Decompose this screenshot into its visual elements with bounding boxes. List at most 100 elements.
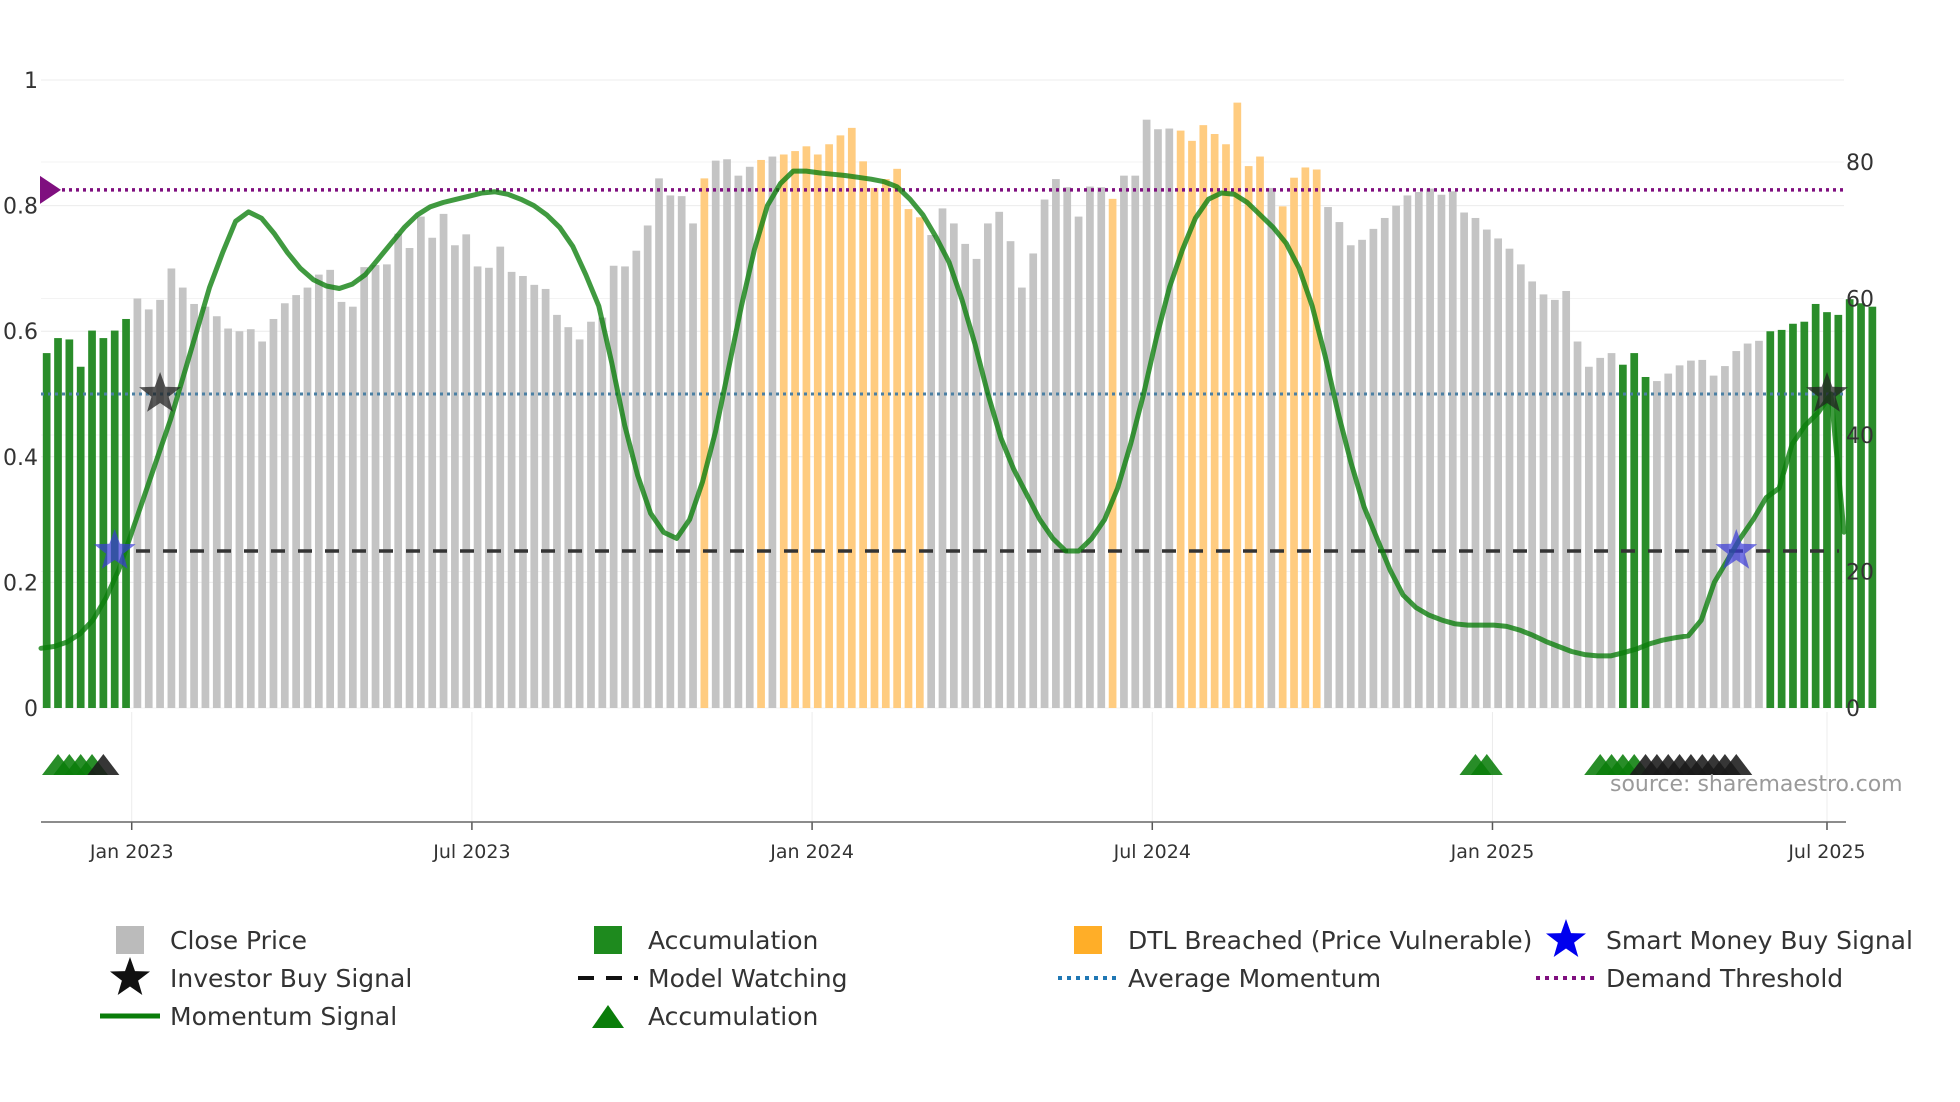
price-bar: [1811, 303, 1820, 708]
y-right-tick-label: 40: [1846, 424, 1874, 449]
price-bar: [961, 243, 970, 708]
price-bar: [1834, 314, 1843, 708]
price-bar: [643, 225, 652, 708]
price-bar: [178, 287, 187, 708]
price-bar: [519, 275, 527, 708]
price-bar: [1131, 175, 1140, 708]
price-bar: [1188, 140, 1196, 708]
price-bar: [1029, 253, 1038, 708]
price-bar: [927, 235, 936, 708]
accumulation-strip: [42, 754, 1753, 775]
x-tick-label: Jan 2023: [89, 841, 174, 863]
reference-lines: [40, 175, 1844, 553]
price-bar: [1709, 375, 1718, 708]
price-bar: [1550, 299, 1559, 708]
price-bar: [360, 267, 369, 708]
price-bar: [314, 274, 323, 708]
price-bar: [1380, 217, 1389, 708]
smart-money-buy-signal-star: [93, 529, 136, 569]
price-bar: [1369, 228, 1378, 708]
price-bar: [666, 195, 675, 708]
smart-money-buy-signal-star: [1715, 529, 1758, 569]
price-bar: [995, 211, 1004, 708]
price-bar: [1721, 366, 1729, 708]
price-bar: [1312, 169, 1321, 708]
price-bar: [1687, 360, 1695, 708]
y-left-tick-label: 0: [24, 697, 38, 722]
price-bar: [575, 339, 584, 708]
x-tick-label: Jan 2025: [1450, 841, 1535, 863]
price-bar: [745, 166, 754, 709]
price-bar: [1789, 323, 1797, 708]
price-bar: [768, 156, 777, 709]
price-bar: [1698, 359, 1707, 708]
price-bar: [99, 338, 108, 708]
price-bar: [870, 187, 879, 708]
price-bar: [904, 209, 913, 708]
price-bar: [1165, 128, 1174, 708]
price-bar: [1755, 340, 1763, 708]
price-bar: [723, 159, 731, 708]
y-right-tick-label: 20: [1846, 561, 1874, 586]
price-bar: [1346, 245, 1355, 708]
price-bar: [371, 265, 380, 708]
price-bar: [303, 287, 312, 708]
price-bar: [1301, 167, 1310, 708]
price-bar: [122, 318, 130, 708]
price-bar: [1097, 187, 1106, 708]
price-bar: [133, 298, 142, 708]
price-bar: [1392, 205, 1400, 708]
price-bar: [1653, 381, 1661, 708]
price-bar: [54, 338, 62, 708]
price-bar: [836, 135, 845, 708]
y-left-tick-label: 0.2: [3, 571, 38, 596]
price-bar: [1630, 353, 1639, 708]
price-bar: [1641, 376, 1650, 708]
signal-markers: [93, 372, 1848, 569]
price-bar: [621, 266, 629, 708]
price-bar: [88, 330, 96, 708]
price-bar: [1006, 241, 1015, 709]
legend-square: [1074, 926, 1102, 954]
investor-buy-signal-star: [139, 372, 181, 412]
legend: Close Price Accumulation DTL Breached (Pri…: [100, 919, 1913, 1031]
x-tick-label: Jul 2025: [1787, 841, 1865, 863]
accumulation-triangle: [87, 754, 120, 775]
legend-label: Accumulation: [648, 926, 818, 955]
price-bar: [553, 314, 561, 708]
y-left-tick-label: 0.6: [3, 320, 38, 345]
price-bar: [212, 316, 221, 708]
price-bar: [394, 233, 403, 708]
price-bar: [1233, 102, 1242, 708]
x-tick-label: Jul 2023: [432, 841, 510, 863]
price-bar: [1358, 239, 1366, 708]
axes: Jan 2023 Jul 2023 Jan 2024 Jul 2024 Jan 2025…: [3, 69, 1874, 863]
price-bar: [938, 208, 947, 708]
price-bar: [1596, 357, 1605, 708]
price-bar: [847, 127, 856, 708]
price-bar: [1766, 331, 1775, 708]
legend-square: [116, 926, 144, 954]
price-bar: [1460, 212, 1468, 708]
price-bar: [655, 178, 663, 708]
price-bar: [258, 341, 266, 708]
y-right-tick-label: 60: [1846, 288, 1874, 313]
price-bar: [757, 159, 765, 708]
price-bar: [201, 306, 210, 708]
price-bar: [1210, 134, 1219, 708]
price-bar: [348, 306, 357, 708]
price-bar: [167, 268, 176, 708]
price-bar: [190, 303, 198, 708]
price-bar: [1086, 186, 1094, 708]
price-bar: [156, 299, 164, 708]
price-bar: [1482, 229, 1491, 708]
price-bar: [1244, 166, 1253, 709]
legend-label: Close Price: [170, 926, 307, 955]
price-bar: [507, 271, 516, 708]
price-bar: [564, 327, 573, 708]
momentum-signal-layer: [38, 168, 1847, 659]
price-bar: [1120, 175, 1128, 708]
price-bar: [1800, 321, 1809, 708]
price-bar: [1335, 222, 1344, 708]
price-bar: [1675, 365, 1684, 708]
